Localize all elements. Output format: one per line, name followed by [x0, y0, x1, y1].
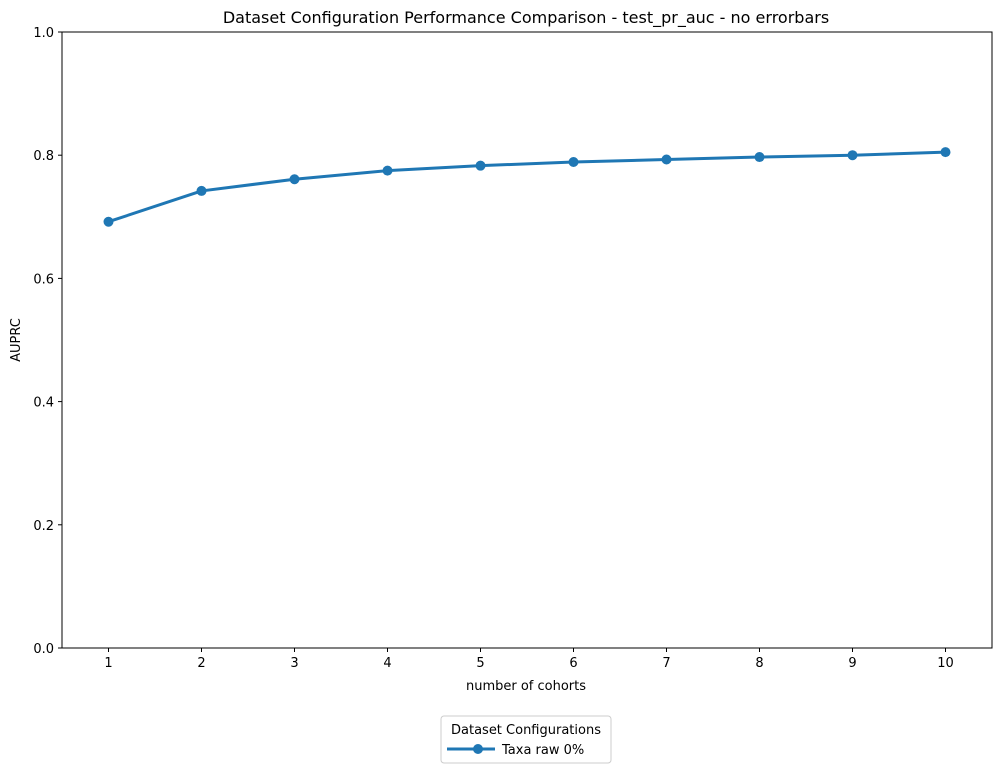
data-point — [754, 152, 765, 163]
data-point — [475, 160, 486, 171]
x-axis-ticks: 1 2 3 4 5 6 7 8 9 10 — [104, 648, 954, 671]
y-tick-label: 1.0 — [33, 26, 54, 41]
data-point — [568, 156, 579, 167]
legend-title: Dataset Configurations — [451, 723, 601, 738]
data-point — [196, 185, 207, 196]
series-line — [107, 150, 947, 224]
x-tick-label: 1 — [104, 656, 112, 671]
x-tick-label: 6 — [569, 656, 577, 671]
x-tick-label: 2 — [197, 656, 205, 671]
data-point — [103, 216, 114, 227]
series-layer — [103, 147, 951, 227]
x-tick-label: 3 — [290, 656, 298, 671]
y-tick-label: 0.4 — [33, 396, 54, 411]
chart-title: Dataset Configuration Performance Compar… — [223, 8, 829, 28]
data-point — [382, 165, 393, 176]
data-point — [289, 174, 300, 185]
x-tick-label: 8 — [755, 656, 763, 671]
data-point — [847, 150, 858, 161]
x-tick-label: 9 — [848, 656, 856, 671]
plot-frame — [61, 31, 993, 649]
x-tick-label: 4 — [383, 656, 391, 671]
x-tick-label: 5 — [476, 656, 484, 671]
legend: Dataset Configurations Taxa raw 0% — [440, 715, 612, 764]
y-tick-label: 0.2 — [33, 519, 54, 534]
y-axis-label: AUPRC — [9, 318, 24, 362]
x-axis-label: number of cohorts — [466, 679, 586, 694]
x-tick-label: 7 — [662, 656, 670, 671]
y-tick-label: 0.8 — [33, 149, 54, 164]
data-point — [661, 154, 672, 165]
legend-marker-swatch — [473, 744, 483, 754]
y-axis-ticks: 0.0 0.2 0.4 0.6 0.8 1.0 — [33, 26, 62, 657]
legend-box — [440, 715, 612, 764]
plot-area: 1 2 3 4 5 6 7 8 9 10 0.0 0.2 0.4 0.6 0.8 1.0 — [33, 26, 993, 671]
x-tick-label: 10 — [937, 656, 954, 671]
legend-entry-label: Taxa raw 0% — [501, 743, 584, 758]
y-tick-label: 0.6 — [33, 272, 54, 287]
y-tick-label: 0.0 — [33, 642, 54, 657]
data-point — [940, 147, 951, 158]
